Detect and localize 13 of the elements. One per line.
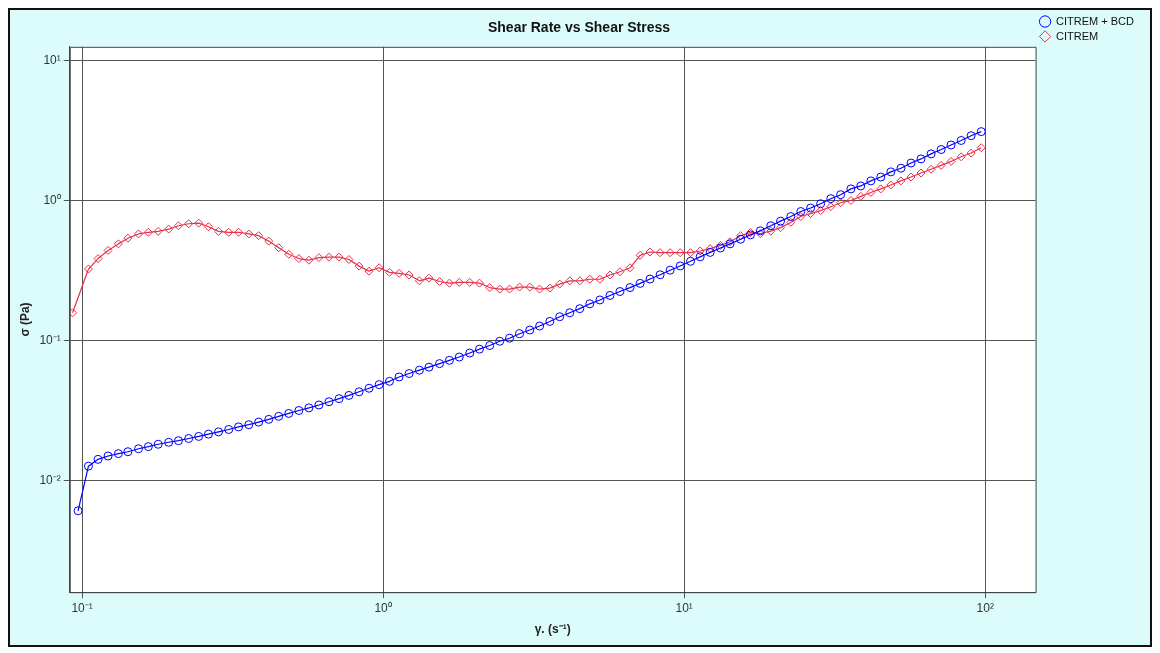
y-tick-label: 10⁻² <box>39 473 61 488</box>
x-tick-label: 10⁰ <box>374 600 392 615</box>
x-tick-label: 10² <box>976 600 994 615</box>
chart-title: Shear Rate vs Shear Stress <box>487 19 671 36</box>
y-tick-label: 10⁰ <box>43 192 61 207</box>
x-tick-label: 10⁻¹ <box>71 600 93 615</box>
legend-label: CITREM + BCD <box>1056 14 1135 27</box>
x-axis-title: γ. (s⁻¹) <box>534 622 571 637</box>
x-tick-label: 10¹ <box>675 600 693 615</box>
y-axis-title: σ (Pa) <box>17 302 32 337</box>
y-tick-label: 10⁻¹ <box>39 332 61 347</box>
y-tick-label: 10¹ <box>43 52 61 67</box>
legend-label: CITREM <box>1056 29 1099 42</box>
